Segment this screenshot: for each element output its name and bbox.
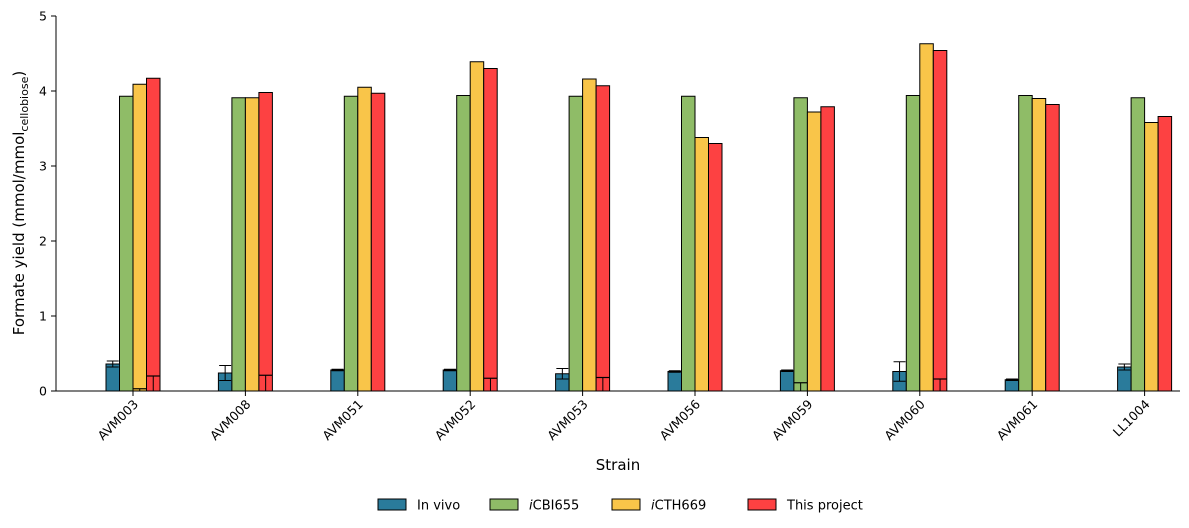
x-tick-label-avm060: AVM060 xyxy=(881,396,928,443)
legend-swatch-3 xyxy=(747,498,777,511)
bar-in-vivo-avm003 xyxy=(105,363,120,392)
bar-in-vivo-avm059 xyxy=(779,370,795,392)
bar-this-project-avm008 xyxy=(258,92,273,392)
y-ticks-layer: 0 1 2 3 4 5 xyxy=(39,9,56,399)
bar-this-project-avm059 xyxy=(820,106,835,392)
inner-marks-layer xyxy=(133,374,947,391)
bar-in-vivo-avm056 xyxy=(667,371,682,392)
error-bars-layer xyxy=(106,360,1131,382)
bar-icth669-avm061 xyxy=(1031,98,1047,392)
axes-layer xyxy=(55,16,1180,392)
bar-icbi655-avm061 xyxy=(1018,95,1033,392)
legend-swatch-0 xyxy=(377,498,407,511)
x-tick-label-avm052: AVM052 xyxy=(432,397,479,444)
legend-label-1: iCBI655 xyxy=(529,499,579,514)
bar-this-project-avm060 xyxy=(932,50,948,392)
bar-icbi655-avm003 xyxy=(119,95,134,392)
bar-icth669-avm051 xyxy=(357,86,372,392)
bar-icbi655-avm060 xyxy=(905,95,921,392)
bar-in-vivo-ll1004 xyxy=(1117,366,1132,392)
legend-label-0: In vivo xyxy=(417,499,460,514)
x-tick-label-avm053: AVM053 xyxy=(544,397,591,444)
bar-in-vivo-avm061 xyxy=(1004,379,1020,392)
y-tick-label-0: 0 xyxy=(39,384,47,399)
bar-icth669-avm008 xyxy=(244,97,260,392)
bar-icth669-avm052 xyxy=(469,61,485,392)
bar-this-project-avm053 xyxy=(595,85,611,392)
bar-icth669-ll1004 xyxy=(1144,122,1159,392)
legend-label-2: iCTH669 xyxy=(651,499,706,514)
legend-swatch-2 xyxy=(611,498,641,511)
bar-this-project-avm061 xyxy=(1045,104,1060,392)
y-axis-title-close: ) xyxy=(10,71,28,77)
bar-icth669-avm056 xyxy=(694,137,709,392)
bar-icbi655-avm052 xyxy=(456,95,471,392)
y-axis-title: Formate yield (mmol/mmolcellobiose) xyxy=(10,71,31,335)
y-tick-label-3: 3 xyxy=(39,159,47,174)
bar-icth669-avm059 xyxy=(806,111,822,392)
y-tick-label-4: 4 xyxy=(39,84,47,99)
x-tick-label-avm051: AVM051 xyxy=(319,397,366,444)
bar-icth669-avm060 xyxy=(919,43,934,392)
bar-icbi655-avm056 xyxy=(681,95,696,392)
x-axis-title: Strain xyxy=(596,456,640,474)
x-tick-label-ll1004: LL1004 xyxy=(1110,396,1153,439)
bar-icth669-avm053 xyxy=(582,78,597,392)
y-axis-title-main: Formate yield (mmol/mmol xyxy=(10,132,28,336)
x-tick-label-avm061: AVM061 xyxy=(994,397,1041,444)
bar-in-vivo-avm052 xyxy=(442,369,458,392)
bar-in-vivo-avm051 xyxy=(330,369,345,392)
bar-this-project-avm051 xyxy=(370,92,386,392)
y-tick-label-5: 5 xyxy=(39,9,47,24)
bar-this-project-avm052 xyxy=(483,68,498,392)
bar-icbi655-avm008 xyxy=(231,97,246,392)
legend-swatch-1 xyxy=(489,498,519,511)
bar-icbi655-avm051 xyxy=(343,95,359,392)
y-tick-label-1: 1 xyxy=(39,309,47,324)
bar-icth669-avm003 xyxy=(132,83,147,392)
x-tick-label-avm056: AVM056 xyxy=(656,396,703,443)
bar-this-project-ll1004 xyxy=(1157,116,1173,392)
y-axis-title-sub: cellobiose xyxy=(18,76,31,131)
bars-layer xyxy=(105,43,1173,392)
x-tick-label-avm008: AVM008 xyxy=(207,396,254,443)
bar-icbi655-ll1004 xyxy=(1130,97,1146,392)
x-ticks-layer: AVM003 AVM008 AVM051 AVM052 AVM053 AVM056 AVM0… xyxy=(94,391,1153,444)
y-tick-label-2: 2 xyxy=(39,234,47,249)
bar-icbi655-avm059 xyxy=(793,97,808,392)
x-tick-label-avm003: AVM003 xyxy=(94,397,141,444)
x-tick-label-avm059: AVM059 xyxy=(769,396,816,443)
legend: In vivo iCBI655 iCTH669 This project xyxy=(377,498,863,514)
legend-label-3: This project xyxy=(786,499,863,514)
bar-this-project-avm056 xyxy=(708,143,723,392)
bar-this-project-avm003 xyxy=(146,77,161,392)
bar-icbi655-avm053 xyxy=(568,95,584,392)
